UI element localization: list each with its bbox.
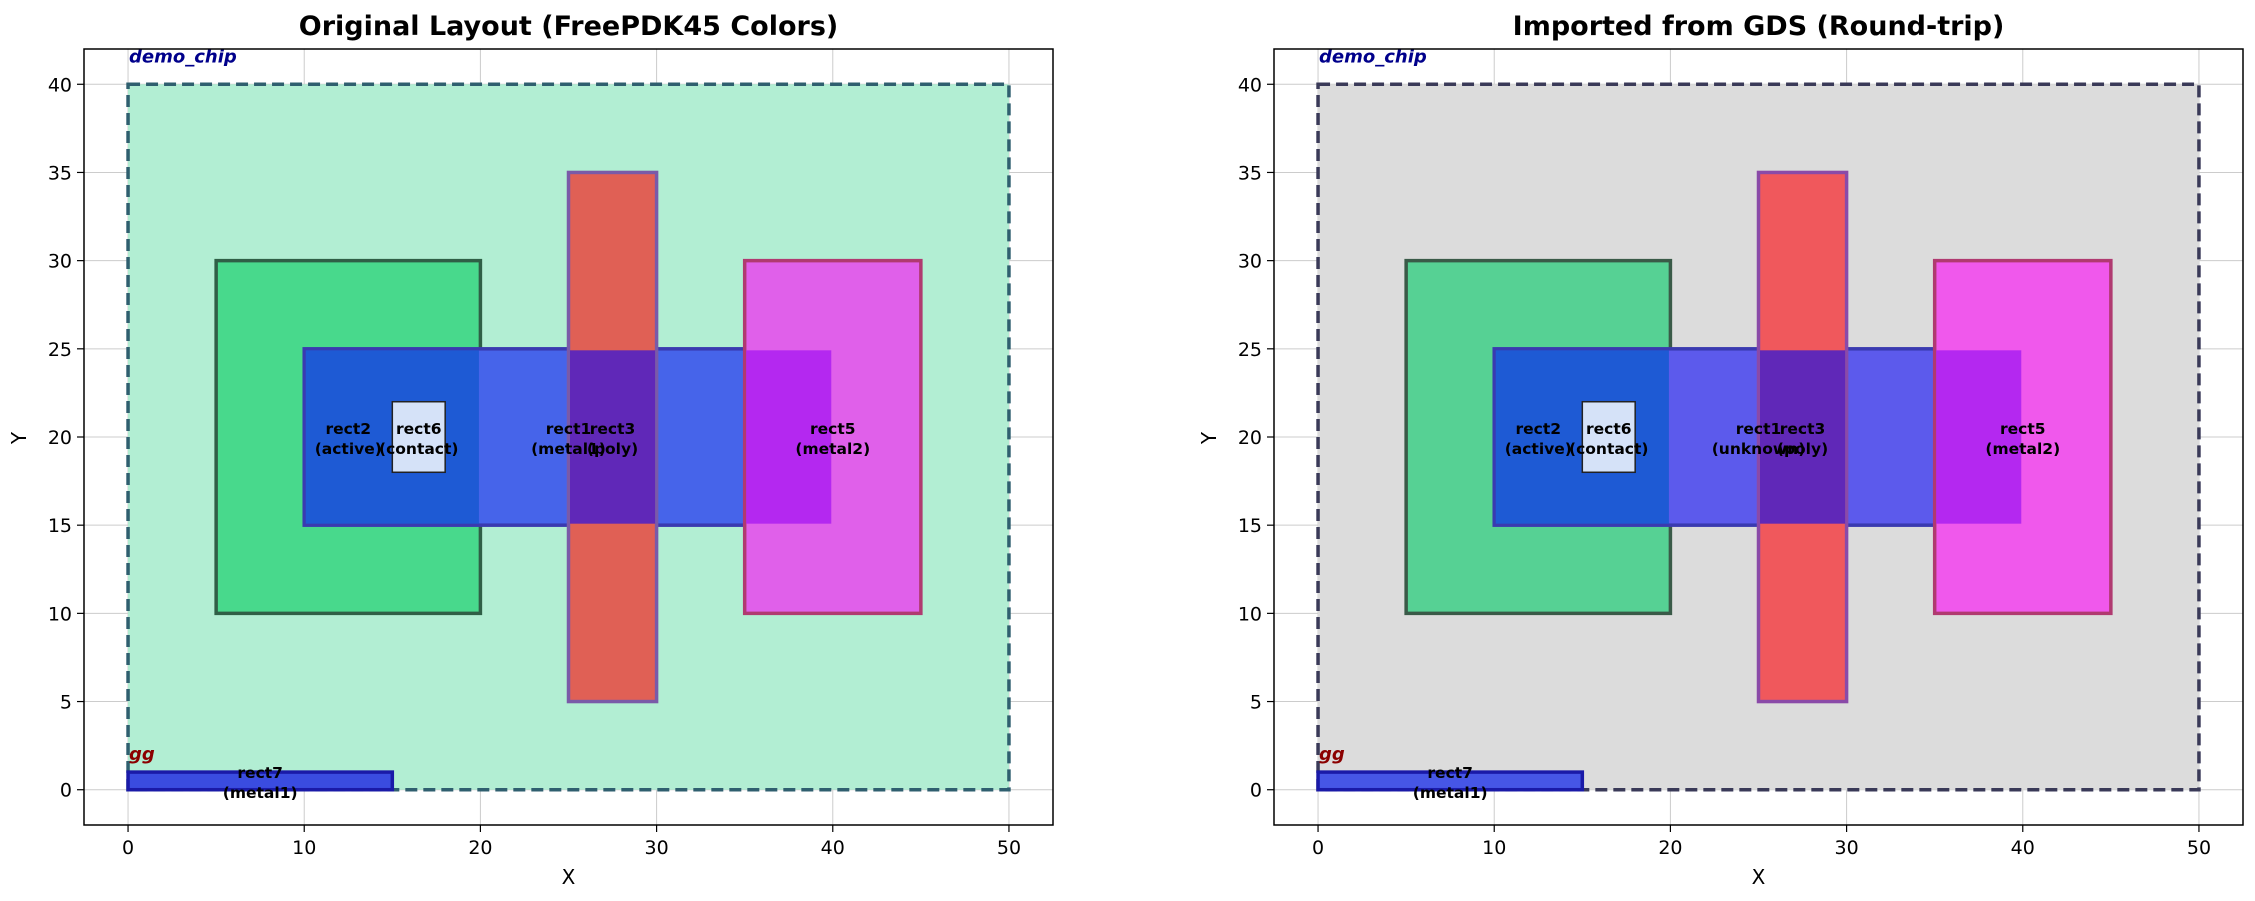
y-tick-label: 20 [48,427,72,449]
rect2-label: rect2 (active) [315,420,382,458]
cell-name-label: demo_chip [1319,46,1427,67]
y-tick-label: 35 [1238,162,1262,184]
y-axis-label: Y [1197,431,1221,445]
rect6-label: rect6 (contact) [1569,420,1649,458]
y-tick-label: 30 [48,251,72,273]
y-tick-label: 10 [1238,603,1262,625]
x-tick-label: 40 [821,837,845,859]
rect3-label: rect3 (poly) [1777,420,1828,458]
y-axis-label: Y [7,431,31,445]
y-tick-label: 40 [1238,74,1262,96]
rect7-label: rect7 (metal1) [1413,764,1488,802]
x-tick-label: 50 [2187,837,2211,859]
plot-area: rect2 (active) rect1 (unknown)rect3 (poly) re… [1238,46,2244,859]
x-tick-label: 0 [122,837,134,859]
x-tick-label: 10 [292,837,316,859]
rect5-rect [742,258,923,616]
y-tick-label: 20 [1238,427,1262,449]
shapes [126,82,1011,792]
cell-name-label: gg [129,744,155,765]
x-tick-label: 0 [1312,837,1324,859]
y-tick-label: 30 [1238,251,1262,273]
y-tick-label: 15 [1238,515,1262,537]
chart-title: Original Layout (FreePDK45 Colors) [299,11,838,42]
y-tick-label: 25 [1238,339,1262,361]
rect1-label: rect1 (metal1) [531,420,606,458]
y-tick-label: 5 [60,692,72,714]
y-tick-label: 40 [48,74,72,96]
x-tick-label: 40 [2011,837,2035,859]
overlap-region [1936,350,2022,524]
shapes [1316,82,2201,792]
subplot-original-layout: Original Layout (FreePDK45 Colors) X Y r… [7,11,1054,889]
overlap-region [570,350,656,524]
y-tick-label: 5 [1250,692,1262,714]
rect7-rect [126,770,395,792]
rect5-label: rect5 (metal2) [795,420,870,458]
y-tick-label: 10 [48,603,72,625]
x-tick-label: 30 [1834,837,1858,859]
rect2-label: rect2 (active) [1505,420,1572,458]
y-tick-label: 0 [60,780,72,802]
rect7-label: rect7 (metal1) [223,764,298,802]
plot-area: rect2 (active) rect1 (metal1)rect3 (poly) rec… [48,46,1054,859]
x-axis-label: X [562,865,576,889]
subplot-imported-gds: Imported from GDS (Round-trip) X Y rect2… [1197,11,2244,889]
y-tick-label: 35 [48,162,72,184]
x-tick-label: 10 [1482,837,1506,859]
x-tick-label: 50 [997,837,1021,859]
y-tick-label: 0 [1250,780,1262,802]
rect6-label: rect6 (contact) [379,420,459,458]
overlap-region [746,350,832,524]
cell-name-label: gg [1319,744,1345,765]
overlap-region [1760,350,1846,524]
chart-title: Imported from GDS (Round-trip) [1513,11,2005,42]
cell-name-label: demo_chip [129,46,237,67]
rect5-label: rect5 (metal2) [1985,420,2060,458]
rect1-label: rect1 (unknown) [1712,420,1806,458]
rect3-label: rect3 (poly) [587,420,638,458]
y-tick-label: 15 [48,515,72,537]
y-tick-label: 25 [48,339,72,361]
rect6-contact-rect [391,400,446,474]
x-tick-label: 30 [644,837,668,859]
x-axis-label: X [1752,865,1766,889]
x-tick-label: 20 [1658,837,1682,859]
rect7-rect [1316,770,1585,792]
x-tick-label: 20 [468,837,492,859]
rect6-contact-rect [1581,400,1636,474]
